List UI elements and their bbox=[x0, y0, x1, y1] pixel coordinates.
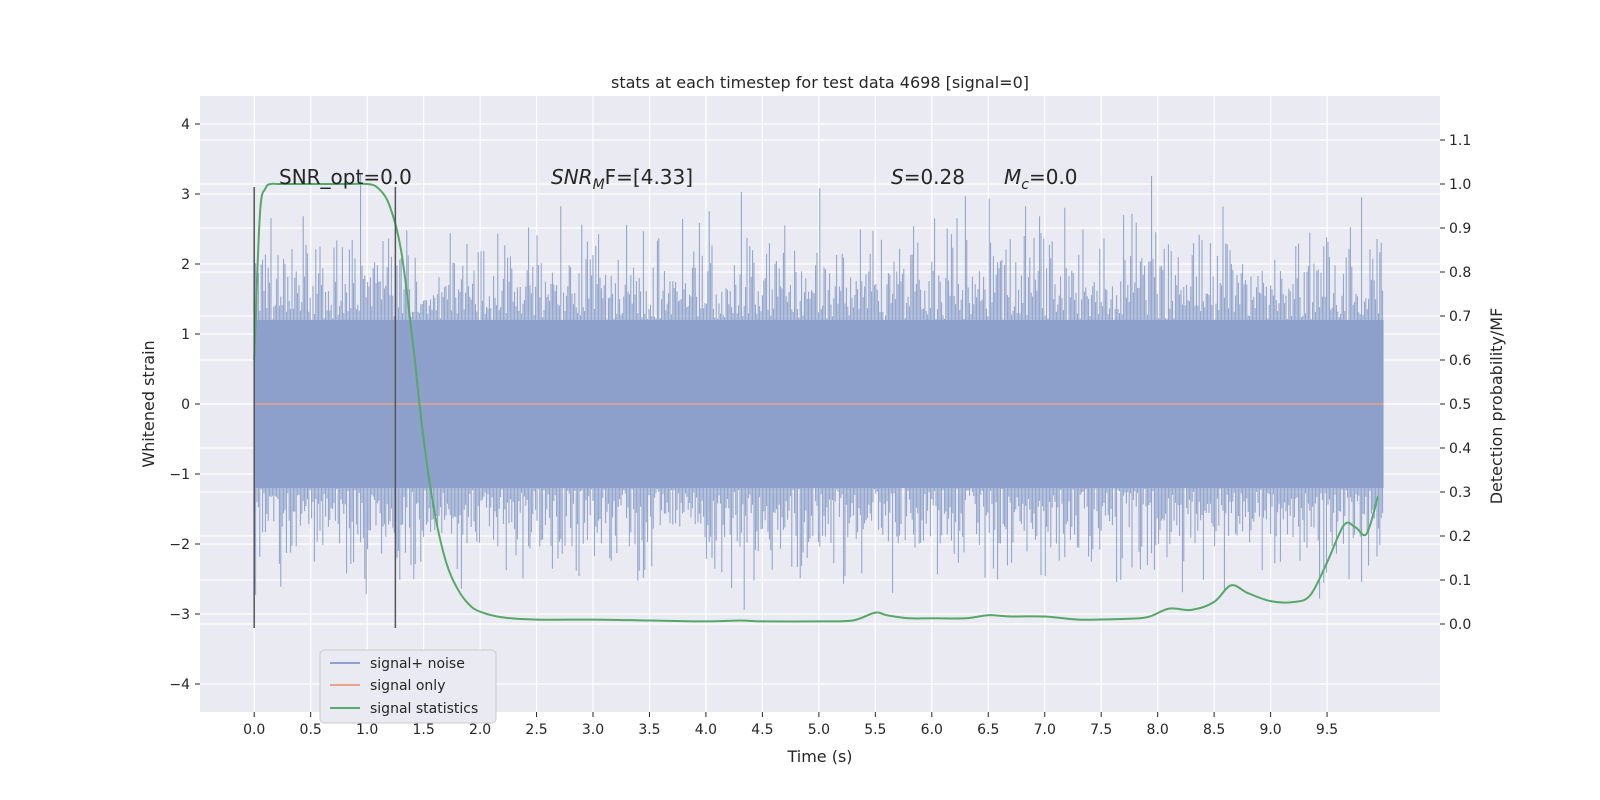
s-value: =0.28 bbox=[904, 165, 965, 189]
y-left-tick-label: 2 bbox=[181, 257, 190, 273]
y-right-tick-label: 0.9 bbox=[1449, 221, 1471, 237]
legend-label-signal-noise: signal+ noise bbox=[370, 656, 465, 672]
x-axis-ticks: 0.0 0.5 1.0 1.5 2.0 2.5 3.0 3.5 4.0 4.5 5.0 5.5 6.0 6… bbox=[243, 712, 1338, 738]
x-tick-label: 3.5 bbox=[638, 722, 660, 738]
legend: signal+ noise signal only signal statist… bbox=[319, 649, 497, 724]
x-tick-label: 5.5 bbox=[864, 722, 886, 738]
right-axis-ticks: 1.1 1.0 0.9 0.8 0.7 0.6 0.5 0.4 0.3 0.2 0.1 0.0 bbox=[1440, 133, 1471, 633]
snr-mf-symbol: SNR bbox=[551, 165, 593, 189]
y-right-tick-label: 0.0 bbox=[1449, 617, 1471, 633]
snr-mf-value: F=[4.33] bbox=[605, 165, 693, 189]
line-series bbox=[253, 182, 1384, 623]
y-left-tick-label: 4 bbox=[181, 117, 190, 133]
y-left-tick-label: −2 bbox=[169, 537, 190, 553]
x-tick-label: 2.0 bbox=[469, 722, 491, 738]
s-symbol: S bbox=[891, 165, 904, 189]
x-tick-label: 0.5 bbox=[300, 722, 322, 738]
y-left-tick-label: 3 bbox=[181, 187, 190, 203]
x-tick-label: 2.5 bbox=[525, 722, 547, 738]
chart-title: stats at each timestep for test data 469… bbox=[611, 73, 1029, 92]
legend-label-signal-only: signal only bbox=[370, 678, 445, 694]
annotation-s: S=0.28 bbox=[891, 165, 965, 189]
y-right-tick-label: 1.0 bbox=[1449, 177, 1471, 193]
mc-symbol: M bbox=[1004, 165, 1021, 189]
y-right-tick-label: 0.4 bbox=[1449, 441, 1471, 457]
x-tick-label: 7.0 bbox=[1034, 722, 1056, 738]
signal-statistics-line bbox=[253, 182, 1379, 623]
x-tick-label: 9.0 bbox=[1259, 722, 1281, 738]
x-tick-label: 5.0 bbox=[808, 722, 830, 738]
y-left-tick-label: −1 bbox=[169, 467, 190, 483]
left-axis-label: Whitened strain bbox=[139, 340, 158, 467]
vertical-markers bbox=[253, 187, 397, 628]
x-tick-label: 9.5 bbox=[1316, 722, 1338, 738]
x-tick-label: 6.5 bbox=[977, 722, 999, 738]
legend-box bbox=[319, 649, 497, 724]
x-tick-label: 8.0 bbox=[1147, 722, 1169, 738]
y-left-tick-label: −3 bbox=[169, 607, 190, 623]
legend-label-signal-statistics: signal statistics bbox=[370, 701, 478, 717]
y-right-tick-label: 0.1 bbox=[1449, 573, 1471, 589]
y-left-tick-label: 1 bbox=[181, 327, 190, 343]
x-tick-label: 4.5 bbox=[751, 722, 773, 738]
y-right-tick-label: 0.2 bbox=[1449, 529, 1471, 545]
x-axis-label: Time (s) bbox=[786, 747, 852, 766]
annotation-mc: Mc=0.0 bbox=[1004, 165, 1078, 193]
y-right-tick-label: 0.7 bbox=[1449, 309, 1471, 325]
left-axis-ticks: 4 3 2 1 0 −1 −2 −3 −4 bbox=[169, 117, 200, 693]
y-left-tick-label: −4 bbox=[169, 677, 190, 693]
x-tick-label: 3.0 bbox=[582, 722, 604, 738]
y-right-tick-label: 0.5 bbox=[1449, 397, 1471, 413]
x-tick-label: 7.5 bbox=[1090, 722, 1112, 738]
x-tick-label: 1.5 bbox=[412, 722, 434, 738]
x-tick-label: 1.0 bbox=[356, 722, 378, 738]
snr-mf-subscript: M bbox=[593, 177, 605, 193]
right-axis-label: Detection probability/MF bbox=[1487, 308, 1506, 505]
y-right-tick-label: 0.6 bbox=[1449, 353, 1471, 369]
x-tick-label: 4.0 bbox=[695, 722, 717, 738]
y-left-tick-label: 0 bbox=[181, 397, 190, 413]
y-right-tick-label: 0.8 bbox=[1449, 265, 1471, 281]
x-tick-label: 0.0 bbox=[243, 722, 265, 738]
annotation-snr-opt: SNR_opt=0.0 bbox=[279, 165, 412, 189]
mc-value: =0.0 bbox=[1029, 165, 1078, 189]
x-tick-label: 6.0 bbox=[921, 722, 943, 738]
y-right-tick-label: 0.3 bbox=[1449, 485, 1471, 501]
annotation-snr-mf: SNRMF=[4.33] bbox=[551, 165, 693, 193]
x-tick-label: 8.5 bbox=[1203, 722, 1225, 738]
mc-subscript: c bbox=[1021, 177, 1029, 193]
y-right-tick-label: 1.1 bbox=[1449, 133, 1471, 149]
